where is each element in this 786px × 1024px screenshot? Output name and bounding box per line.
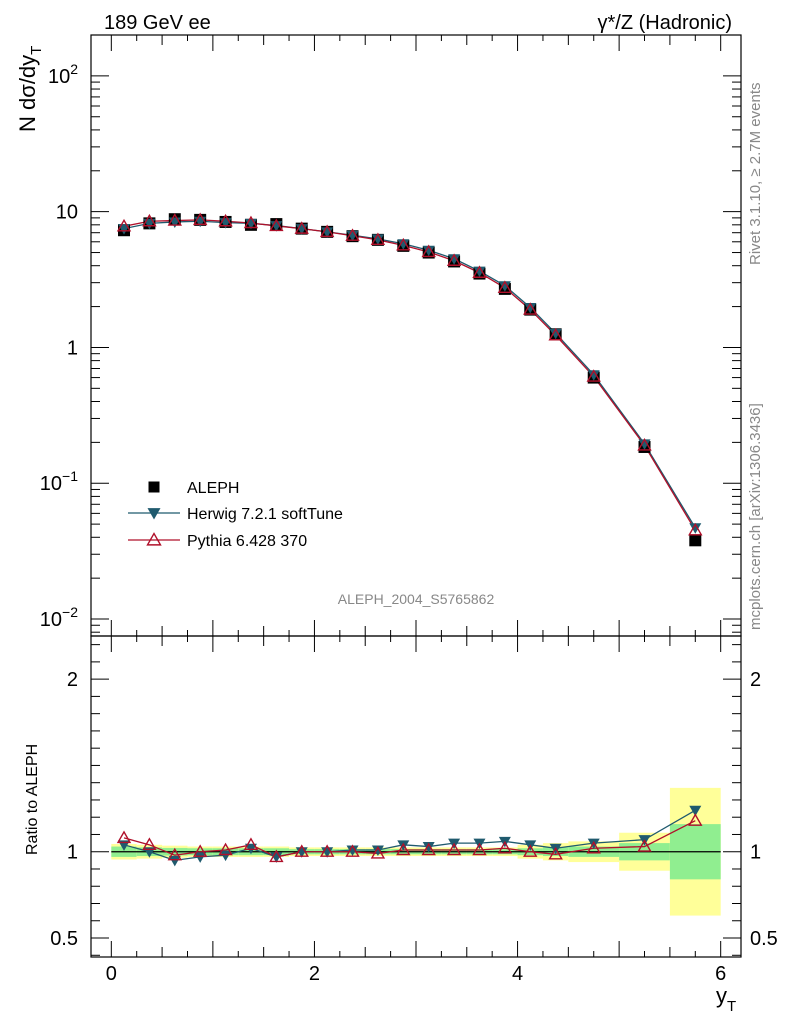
ratio-point [689,805,702,817]
data-point [523,302,538,315]
data-point [446,253,462,266]
data-point [396,237,411,251]
ratio-point [116,830,132,844]
data-point [116,218,132,232]
ratio-point [243,837,259,851]
data-point [586,369,601,382]
ratio-point [168,855,181,867]
legend: ALEPH Herwig 7.2.1 softTune Pythia 6.428 3… [128,480,343,550]
data-point [218,213,233,227]
data-point [587,370,600,381]
y-tick-label-right: 1 [750,842,761,864]
ratio-y-axis-label: Ratio to ALEPH [24,744,41,855]
data-point [549,328,562,340]
x-tick-label: 2 [309,963,320,985]
data-point [548,327,563,341]
data-point [192,212,208,226]
x-tick-label: 0 [106,963,117,985]
data-point [473,266,486,278]
legend-marker [148,481,160,493]
mcplots-label: mcplots.cern.ch [arXiv:1306.3436] [747,403,764,630]
data-point [319,224,335,238]
data-point [689,523,702,534]
ratio-point [345,844,360,857]
ratio-point [269,849,284,863]
ratio-point [319,844,335,857]
ratio-point [142,837,157,851]
data-point [472,265,487,278]
plot-title-right: γ*/Z (Hadronic) [598,12,732,34]
ratio-point [192,844,208,857]
data-point [498,281,511,292]
ratio-point [472,842,487,856]
data-point [637,437,652,451]
ratio-point [586,840,601,854]
ratio-point [396,842,411,856]
plot-title-left: 189 GeV ee [104,12,211,34]
data-point [421,244,436,258]
ratio-point [637,839,652,852]
data-point [497,280,513,293]
main-panel: 10−2 10−1 1 10 102 [40,34,742,637]
data-point [270,221,283,232]
legend-label: Herwig 7.2.1 softTune [187,506,343,523]
analysis-watermark: ALEPH_2004_S5765862 [338,591,495,607]
ratio-point [422,842,435,853]
data-point [243,215,259,229]
y-tick-label-right: 0.5 [750,928,778,950]
ratio-point [548,846,563,860]
data-point [371,234,384,245]
ratio-point [219,850,232,862]
x-axis-label: yT [716,983,736,1015]
data-point [142,213,157,227]
legend-label: ALEPH [187,480,239,497]
data-point [524,302,537,314]
rivet-version-label: Rivet 3.1.10, ≥ 2.7M events [747,83,764,266]
ratio-point [370,846,386,859]
ratio-frame [90,635,742,958]
data-point [345,228,360,241]
ratio-point [397,840,410,851]
data-point [269,218,284,232]
ratio-point [346,845,359,856]
legend-marker [146,532,162,546]
y-tick-label: 1 [67,842,78,864]
ratio-point [194,852,207,863]
ratio-point [688,813,703,826]
ratio-point [523,844,538,857]
data-point [167,213,182,226]
data-point [422,245,435,257]
data-point [448,254,461,265]
x-tick-label: 6 [715,963,726,985]
data-point [294,221,309,234]
x-tick-label: 4 [512,963,523,985]
ratio-panel: 0 2 4 6 0.5 0.5 1 1 2 2 [50,635,778,985]
y-tick-label: 0.5 [50,928,78,950]
data-point [370,232,386,246]
y-tick-label: 10−2 [40,604,78,631]
y-tick-label: 2 [67,669,78,691]
main-y-axis-label: N dσ/dyT [15,46,45,132]
legend-label: Pythia 6.428 370 [187,533,307,550]
ratio-point [497,840,513,854]
y-tick-label-right: 2 [750,669,761,691]
ratio-point [294,844,309,857]
y-tick-label: 10−1 [40,468,78,495]
data-point [688,522,703,536]
y-tick-label: 102 [48,61,78,88]
data-point [689,534,702,547]
data-point [397,239,410,250]
ratio-point [446,842,462,856]
ratio-point [587,838,600,850]
data-point [638,439,651,450]
data-point [346,230,359,242]
y-tick-label: 10 [56,202,78,224]
ratio-point [218,842,233,856]
legend-marker [147,508,161,520]
y-tick-label: 1 [67,337,78,359]
ratio-point [371,845,384,856]
ratio-point [421,842,436,856]
ratio-point [167,847,182,861]
